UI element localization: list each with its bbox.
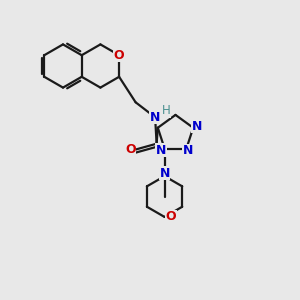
Text: N: N [150,111,160,124]
Text: N: N [183,144,193,158]
Text: N: N [192,120,202,133]
Text: N: N [159,167,170,180]
Text: O: O [125,143,136,156]
Text: O: O [114,49,124,62]
Text: N: N [156,143,166,157]
Text: H: H [162,104,171,117]
Text: O: O [166,210,176,224]
